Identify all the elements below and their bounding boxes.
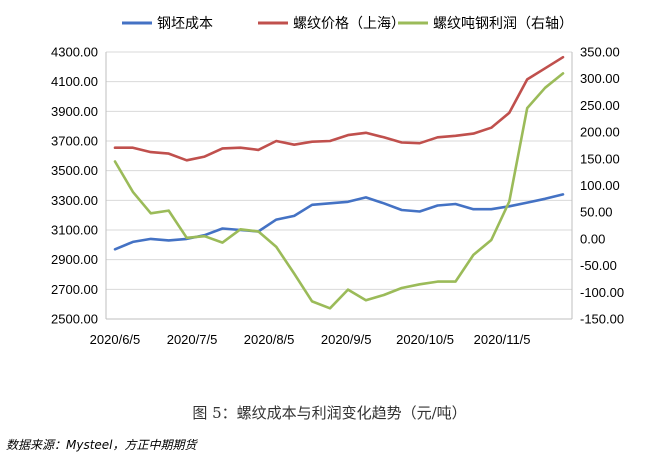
y-right-tick-label: 200.00 [580, 125, 620, 140]
y-left-tick-label: 3500.00 [51, 163, 98, 178]
x-tick-label: 2020/9/5 [321, 332, 372, 347]
data-source-note: 数据来源：Mysteel，方正中期期货 [6, 438, 197, 452]
y-left-tick-label: 3100.00 [51, 223, 98, 238]
x-tick-label: 2020/11/5 [474, 332, 531, 347]
x-tick-label: 2020/8/5 [244, 332, 295, 347]
x-tick-label: 2020/10/5 [396, 332, 454, 347]
y-left-tick-label: 4300.00 [51, 45, 98, 60]
series-lines [113, 55, 565, 310]
series-line [113, 72, 565, 310]
y-left-tick-label: 3900.00 [51, 104, 98, 119]
chart: 2500.00 2700.00 2900.00 3100.00 3300.00 3500.… [51, 16, 624, 348]
figure-caption: 图 5：螺纹成本与利润变化趋势（元/吨） [192, 404, 467, 422]
grid-lines [106, 51, 572, 320]
legend-label: 钢坯成本 [157, 16, 213, 32]
y-right-tick-label: -150.00 [580, 312, 624, 327]
y-right-tick-label: 50.00 [580, 205, 613, 220]
series-line [113, 55, 565, 162]
legend-label: 螺纹吨钢利润（右轴） [433, 16, 573, 32]
legend: 钢坯成本 螺纹价格（上海） 螺纹吨钢利润（右轴） [122, 16, 573, 32]
legend-label: 螺纹价格（上海） [293, 16, 405, 32]
y-right-tick-label: 100.00 [580, 178, 620, 193]
y-left-tick-label: 2700.00 [51, 282, 98, 297]
y-left-tick-label: 3300.00 [51, 193, 98, 208]
series-line [113, 193, 565, 251]
y-right-tick-label: 0.00 [580, 231, 605, 246]
x-tick-label: 2020/7/5 [167, 332, 218, 347]
y-right-tick-label: -50.00 [580, 258, 617, 273]
x-tick-label: 2020/6/5 [90, 332, 141, 347]
y-left-tick-label: 2900.00 [51, 252, 98, 267]
y-left-tick-label: 4100.00 [51, 74, 98, 89]
y-right-tick-label: 350.00 [580, 45, 620, 60]
y-left-tick-label: 3700.00 [51, 134, 98, 149]
y-left-tick-label: 2500.00 [51, 312, 98, 327]
y-right-tick-label: 250.00 [580, 98, 620, 113]
axes: 2500.00 2700.00 2900.00 3100.00 3300.00 3500.… [51, 45, 624, 348]
y-right-tick-label: -100.00 [580, 285, 624, 300]
y-right-tick-label: 150.00 [580, 151, 620, 166]
y-right-tick-label: 300.00 [580, 71, 620, 86]
